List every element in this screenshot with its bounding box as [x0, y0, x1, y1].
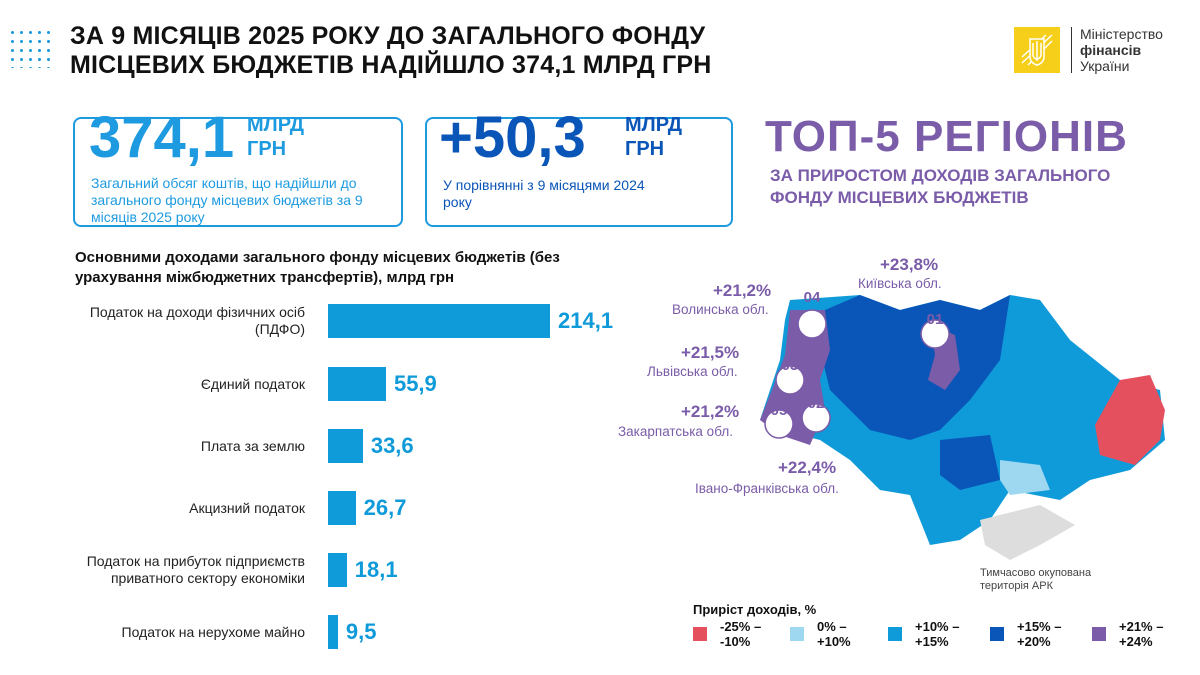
category-text: Податок на прибуток підприємств приватно…	[86, 553, 305, 586]
unit-1: МЛРД	[247, 114, 305, 136]
legend-top: +10% –	[915, 619, 960, 634]
subtitle-2: ФОНДУ МІСЦЕВИХ БЮДЖЕТІВ	[770, 188, 1029, 207]
legend-bottom: +15%	[915, 634, 949, 649]
legend-bottom: +20%	[1017, 634, 1051, 649]
legend-swatch	[693, 627, 707, 641]
rank-02: 02	[808, 395, 825, 412]
total-desc: Загальний обсяг коштів, що надійшли до з…	[91, 175, 363, 225]
bar-category-label: Податок на нерухоме майно	[75, 614, 305, 650]
bar	[328, 553, 347, 587]
ivano-frankivsk-name: Івано-Франківська обл.	[695, 481, 839, 496]
legend-label: -25% – -10%	[720, 619, 761, 649]
dots-decoration	[8, 28, 52, 68]
bar-value-label: 26,7	[363, 495, 407, 520]
legend-label: +15% – +20%	[1017, 619, 1061, 649]
map-region-lightblue	[1000, 460, 1050, 495]
unit-2: ГРН	[625, 138, 665, 160]
bar-value-label: 9,5	[345, 619, 377, 644]
lviv-name: Львівська обл.	[647, 364, 738, 379]
logo-divider	[1071, 27, 1072, 73]
total-card: 374,1 МЛРД ГРН Загальний обсяг коштів, що…	[73, 109, 403, 227]
legend-swatch	[790, 627, 804, 641]
legend-bottom: +24%	[1119, 634, 1153, 649]
total-unit: МЛРД ГРН	[247, 113, 304, 161]
bar-category-label: Акцизний податок	[75, 490, 305, 526]
bar-value-label: 18,1	[354, 557, 398, 582]
zakarpattia-pct: +21,2%	[681, 402, 740, 421]
legend-swatch	[1092, 627, 1106, 641]
pin-04	[797, 309, 827, 339]
page-title: ЗА 9 МІСЯЦІВ 2025 РОКУ ДО ЗАГАЛЬНОГО ФОН…	[70, 22, 711, 80]
kyiv-name: Київська обл.	[858, 276, 942, 291]
zakarpattia-name: Закарпатська обл.	[618, 424, 733, 439]
legend-top: -25% –	[720, 619, 762, 634]
rank-05: 05	[771, 402, 788, 419]
legend-top: +21% –	[1119, 619, 1164, 634]
growth-value: +50,3	[439, 105, 586, 170]
unit-2: ГРН	[247, 138, 287, 160]
bar	[328, 304, 550, 338]
legend-title: Приріст доходів, %	[693, 602, 817, 617]
volyn-name: Волинська обл.	[672, 302, 769, 317]
bar-category-label: Податок на доходи фізичних осіб (ПДФО)	[75, 303, 305, 339]
legend-top: 0% –	[817, 619, 847, 634]
bar-value-label: 55,9	[393, 371, 437, 396]
bar	[328, 491, 356, 525]
ministry-line-1: Міністерство	[1080, 26, 1163, 42]
top5-title: ТОП-5 РЕГІОНІВ	[765, 112, 1128, 161]
legend-label: 0% – +10%	[817, 619, 851, 649]
map-region-red	[1095, 375, 1165, 465]
legend-bottom: +10%	[817, 634, 851, 649]
rank-01: 01	[927, 311, 944, 328]
pin-01	[920, 319, 950, 349]
bar	[328, 367, 386, 401]
map-region-darkblue	[820, 295, 1010, 440]
ministry-logo-trident-icon	[1014, 27, 1060, 73]
legend-top: +15% –	[1017, 619, 1062, 634]
ministry-line-3: України	[1080, 58, 1130, 74]
chart-title: Основними доходами загального фонду місц…	[75, 249, 560, 286]
legend-label: +21% – +24%	[1119, 619, 1163, 649]
legend-bottom: -10%	[720, 634, 751, 649]
category-text: Акцизний податок	[189, 499, 305, 516]
top5-subtitle: ЗА ПРИРОСТОМ ДОХОДІВ ЗАГАЛЬНОГО ФОНДУ МІС…	[770, 165, 1110, 209]
volyn-pct: +21,2%	[713, 281, 772, 300]
ivano-frankivsk-pct: +22,4%	[778, 458, 837, 477]
growth-unit: МЛРД ГРН	[625, 113, 682, 161]
bar-category-label: Податок на прибуток підприємств приватно…	[75, 552, 305, 588]
bar-category-label: Єдиний податок	[75, 366, 305, 402]
rank-04: 04	[804, 289, 821, 306]
growth-card: +50,3 МЛРД ГРН У порівнянні з 9 місяцями …	[425, 109, 733, 227]
subtitle-1: ЗА ПРИРОСТОМ ДОХОДІВ ЗАГАЛЬНОГО	[770, 166, 1111, 185]
legend-label: +10% – +15%	[915, 619, 959, 649]
pin-03	[775, 365, 805, 395]
kyiv-pct: +23,8%	[880, 255, 939, 274]
bar	[328, 429, 363, 463]
growth-desc: У порівнянні з 9 місяцями 2024 року	[443, 177, 645, 210]
category-text: Плата за землю	[200, 437, 305, 454]
ukraine-map: 04 01 03 05 02	[760, 289, 1165, 560]
map-region-darkblue-south	[940, 435, 1000, 490]
category-text: Податок на нерухоме майно	[121, 623, 305, 640]
pin-02	[801, 403, 831, 433]
unit-1: МЛРД	[625, 114, 683, 136]
bar-category-label: Плата за землю	[75, 428, 305, 464]
map-region-crimea	[980, 505, 1075, 560]
pin-05	[764, 409, 794, 439]
legend-swatch	[990, 627, 1004, 641]
lviv-pct: +21,5%	[681, 343, 740, 362]
bar-value-label: 33,6	[370, 433, 414, 458]
bar	[328, 615, 338, 649]
ministry-line-2: фінансів	[1080, 42, 1142, 58]
title-line-2: МІСЦЕВИХ БЮДЖЕТІВ НАДІЙШЛО 374,1 МЛРД ГР…	[70, 51, 712, 79]
rank-03: 03	[782, 357, 799, 374]
ark-note: Тимчасово окупована територія АРК	[980, 567, 1092, 592]
category-text: Податок на доходи фізичних осіб (ПДФО)	[89, 304, 305, 337]
total-value: 374,1	[89, 105, 235, 170]
category-text: Єдиний податок	[200, 375, 305, 392]
ministry-name: Міністерство фінансів України	[1080, 26, 1163, 74]
bar-value-label: 214,1	[558, 308, 614, 333]
legend-swatch	[888, 627, 902, 641]
title-line-1: ЗА 9 МІСЯЦІВ 2025 РОКУ ДО ЗАГАЛЬНОГО ФОН…	[70, 22, 706, 50]
